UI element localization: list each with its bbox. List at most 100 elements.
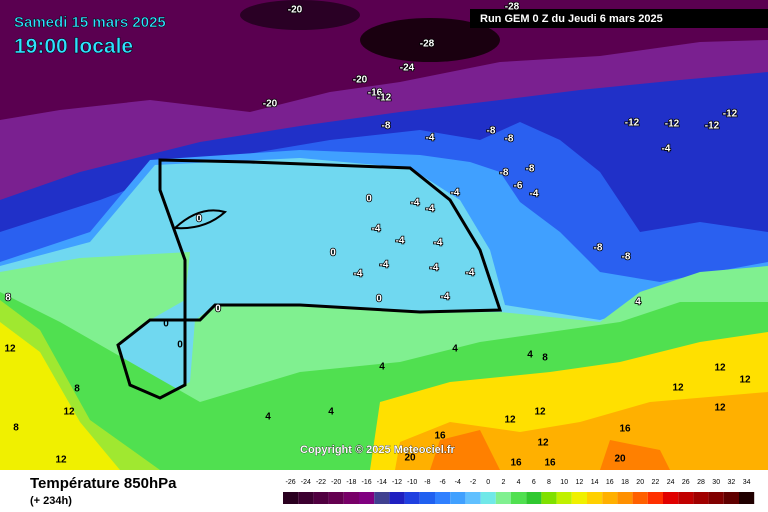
contour-labels: -28-20-28-24-20-20-16-12-8-4-8-8-12 -12 -1… — [4, 1, 751, 469]
scale-label: -8 — [424, 479, 430, 486]
scale-swatch — [723, 492, 739, 504]
scale-swatch — [587, 492, 603, 504]
contour-label: -20 — [263, 99, 278, 110]
scale-swatch — [435, 492, 451, 504]
scale-swatch — [465, 492, 481, 504]
contour-label: -4 — [466, 268, 475, 279]
scale-label: 18 — [621, 479, 629, 486]
contour-label: -12 — [377, 93, 392, 104]
scale-label: -14 — [377, 479, 387, 486]
contour-label: -16 — [368, 88, 383, 99]
contour-label: -4 — [530, 189, 539, 200]
time-label: 19:00 locale — [14, 35, 133, 58]
contour-label: -12 — [723, 109, 738, 120]
contour-label: 16 — [544, 458, 556, 469]
contour-label: -4 — [662, 144, 671, 155]
date-label: Samedi 15 mars 2025 — [14, 14, 166, 31]
scale-swatch — [693, 492, 709, 504]
contour-label: 4 — [635, 297, 641, 308]
contour-label: 12 — [739, 375, 751, 386]
contour-label: -4 — [396, 236, 405, 247]
scale-label: 4 — [517, 479, 521, 486]
contour-label: 12 — [672, 383, 684, 394]
scale-label: 28 — [697, 479, 705, 486]
scale-label: -10 — [407, 479, 417, 486]
scale-swatch — [556, 492, 572, 504]
scale-label: -22 — [316, 479, 326, 486]
contour-label: -8 — [500, 168, 509, 179]
scale-label: -26 — [286, 479, 296, 486]
scale-label: 24 — [667, 479, 675, 486]
scale-swatch — [480, 492, 496, 504]
contour-label: -12 — [625, 118, 640, 129]
scale-label: -2 — [470, 479, 476, 486]
scale-swatch — [739, 492, 755, 504]
contour-label: 0 — [215, 304, 221, 315]
scale-swatch — [602, 492, 618, 504]
scale-swatch — [663, 492, 679, 504]
contour-label: -8 — [594, 243, 603, 254]
scale-label: 22 — [652, 479, 660, 486]
run-box — [470, 9, 768, 28]
contour-label: 12 — [55, 455, 67, 466]
contour-label: 4 — [527, 350, 533, 361]
scale-swatch — [541, 492, 557, 504]
contour-label: 0 — [196, 214, 202, 225]
contour-label: 8 — [13, 423, 19, 434]
contour-label: 8 — [74, 384, 80, 395]
contour-label: -4 — [441, 292, 450, 303]
contour-label: 12 — [504, 415, 516, 426]
scale-swatch — [343, 492, 359, 504]
contour-label: -8 — [487, 126, 496, 137]
scale-swatch — [389, 492, 405, 504]
scale-swatch — [313, 492, 329, 504]
scale-label: 34 — [743, 479, 751, 486]
contour-label: 12 — [63, 407, 75, 418]
scale-swatch — [647, 492, 663, 504]
scale-label: 0 — [486, 479, 490, 486]
copyright: Copyright © 2025 Meteociel.fr — [300, 444, 456, 456]
contour-label: -8 — [622, 252, 631, 263]
contour-label: 4 — [452, 344, 458, 355]
contour-label: 8 — [5, 293, 11, 304]
contour-label: 4 — [379, 362, 385, 373]
contour-label: -4 — [354, 269, 363, 280]
contour-label: 20 — [404, 453, 416, 464]
scale-swatch — [617, 492, 633, 504]
contour-label: -6 — [514, 181, 523, 192]
contour-label: -28 — [505, 2, 520, 13]
contour-label: 0 — [366, 194, 372, 205]
run-label: Run GEM 0 Z du Jeudi 6 mars 2025 — [480, 13, 663, 25]
scale-swatch — [374, 492, 390, 504]
scale-label: 6 — [532, 479, 536, 486]
scale-label: -24 — [301, 479, 311, 486]
scale-label: 12 — [576, 479, 584, 486]
scale-swatch — [495, 492, 511, 504]
contour-label: 12 — [714, 403, 726, 414]
contour-label: -12 — [705, 121, 720, 132]
contour-label: -4 — [430, 263, 439, 274]
scale-swatch — [571, 492, 587, 504]
footer-lead: (+ 234h) — [30, 495, 72, 507]
contour-label: -24 — [400, 63, 415, 74]
scale-label: 2 — [501, 479, 505, 486]
scale-swatch — [404, 492, 420, 504]
contour-label: 0 — [376, 294, 382, 305]
scale-swatch — [678, 492, 694, 504]
contour-label: -4 — [372, 224, 381, 235]
contour-label: 12 — [534, 407, 546, 418]
contour-label: 4 — [328, 407, 334, 418]
scale-label: -18 — [346, 479, 356, 486]
scale-label: 14 — [591, 479, 599, 486]
contour-label: -8 — [526, 164, 535, 175]
contour-label: -8 — [382, 121, 391, 132]
scale-swatch — [298, 492, 314, 504]
scale-label: 8 — [547, 479, 551, 486]
contour-label: -20 — [353, 75, 368, 86]
contour-label: 12 — [714, 363, 726, 374]
contour-label: -20 — [288, 5, 303, 16]
scale-swatch — [328, 492, 344, 504]
scale-swatch — [283, 492, 299, 504]
scale-label: -16 — [362, 479, 372, 486]
